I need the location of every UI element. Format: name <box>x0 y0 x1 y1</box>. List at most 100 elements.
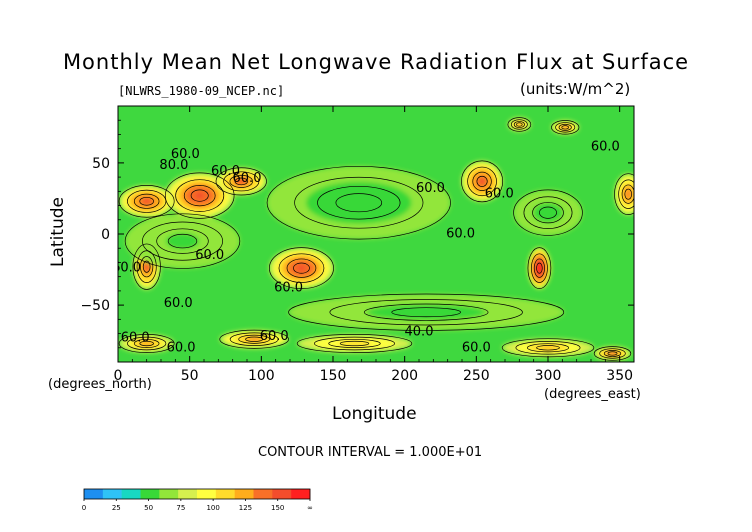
contour-label: 60.0 <box>211 164 240 179</box>
x-tick-label: 50 <box>181 368 199 384</box>
contour-line <box>245 336 264 342</box>
contour-line <box>183 185 216 207</box>
contour-line <box>278 253 325 283</box>
contour-line <box>133 339 160 348</box>
colorbar-label: ∞ <box>307 504 313 512</box>
contour-line <box>127 336 167 351</box>
contour-line <box>139 340 154 347</box>
contour-line <box>118 334 175 353</box>
colorbar-swatch <box>178 489 198 499</box>
heat-level <box>478 178 486 185</box>
contour-line <box>175 179 225 212</box>
contour-label: 60.0 <box>260 329 289 344</box>
contour-line <box>472 171 492 191</box>
colorbar-label: 25 <box>112 504 121 512</box>
x-axis-label: Longitude <box>332 404 417 424</box>
contour-line <box>593 346 632 361</box>
contour-label: 40.0 <box>405 325 434 340</box>
x-tick-label: 100 <box>248 368 275 384</box>
contour-line <box>531 253 548 283</box>
contour-label: 60.0 <box>485 187 514 202</box>
colorbar-label: 125 <box>239 504 252 512</box>
contour-line <box>527 343 569 353</box>
contour-line <box>124 213 241 269</box>
contour-line <box>286 258 317 278</box>
contour-line <box>229 332 279 346</box>
units-label: (units:W/m^2) <box>520 80 631 98</box>
x-units-label: (degrees_east) <box>544 387 641 402</box>
contour-line <box>223 171 260 192</box>
x-tick-label: 350 <box>606 368 633 384</box>
contour-lines <box>118 117 634 361</box>
x-tick-label: 250 <box>463 368 490 384</box>
y-tick-label: −50 <box>80 298 110 314</box>
contour-line <box>317 185 401 220</box>
contour-line <box>533 258 545 278</box>
colorbar: 0 25 50 75 100 125 150 ∞ <box>82 488 313 512</box>
contour-line <box>293 262 310 274</box>
y-units-label: (degrees_north) <box>48 377 152 392</box>
contour-line <box>118 185 175 218</box>
contour-line <box>328 339 381 348</box>
contour-line <box>510 119 528 130</box>
heat-level <box>345 197 373 209</box>
x-tick-label: 150 <box>320 368 347 384</box>
y-tick-label: 50 <box>92 156 110 172</box>
contour-line <box>507 117 532 132</box>
contour-line <box>513 121 525 128</box>
y-axis: 50 0 −50 <box>80 119 634 349</box>
contour-label: 60.0 <box>446 227 475 242</box>
contour-line <box>532 202 564 224</box>
contour-line <box>614 173 634 216</box>
x-axis: 0 50 100 150 200 250 300 350 <box>114 106 633 384</box>
contour-line <box>624 188 633 200</box>
contour-line <box>269 247 334 289</box>
contour-line <box>536 262 543 274</box>
contour-line <box>142 260 151 273</box>
colorbar-swatch <box>234 489 254 499</box>
colorbar-swatch <box>253 489 273 499</box>
heat-level <box>626 191 631 198</box>
contour-line <box>266 165 451 240</box>
contour-label: 60.0 <box>416 181 445 196</box>
colorbar-label: 150 <box>271 504 284 512</box>
contour-line <box>294 176 424 229</box>
contour-line <box>335 193 383 213</box>
heat-level <box>345 342 364 345</box>
heat-level <box>405 309 447 315</box>
colorbar-swatch <box>140 489 160 499</box>
colorbar-swatch <box>272 489 292 499</box>
heat-level <box>249 337 260 341</box>
x-tick-label: 0 <box>114 368 123 384</box>
contour-line <box>558 123 572 131</box>
heat-level <box>142 198 151 204</box>
contour-line <box>523 196 573 229</box>
contour-line <box>234 177 248 186</box>
contour-line <box>555 122 576 133</box>
contour-line <box>136 250 157 283</box>
contour-line <box>607 351 618 356</box>
contour-line <box>539 206 557 219</box>
heat-level <box>542 209 554 217</box>
colorbar-swatch <box>102 489 122 499</box>
contour-line <box>363 303 489 321</box>
contour-line <box>215 167 267 196</box>
contour-label: 60.0 <box>274 281 303 296</box>
contour-line <box>219 329 289 349</box>
colorbar-swatch <box>159 489 179 499</box>
contour-label: 60.0 <box>195 248 224 263</box>
colorbar-swatch <box>215 489 235 499</box>
colorbar-label: 75 <box>176 504 185 512</box>
heat-level <box>194 192 205 200</box>
contour-line <box>238 334 270 344</box>
contour-line <box>513 189 583 236</box>
colorbar-label: 100 <box>206 504 219 512</box>
file-name-label: [NLWRS_1980-09_NCEP.nc] <box>118 84 285 98</box>
heat-level <box>296 265 307 272</box>
heat-field <box>118 117 634 361</box>
colorbar-swatch <box>291 489 311 499</box>
colorbar-swatch <box>197 489 217 499</box>
contour-line <box>133 193 160 209</box>
contour-line <box>467 166 497 197</box>
